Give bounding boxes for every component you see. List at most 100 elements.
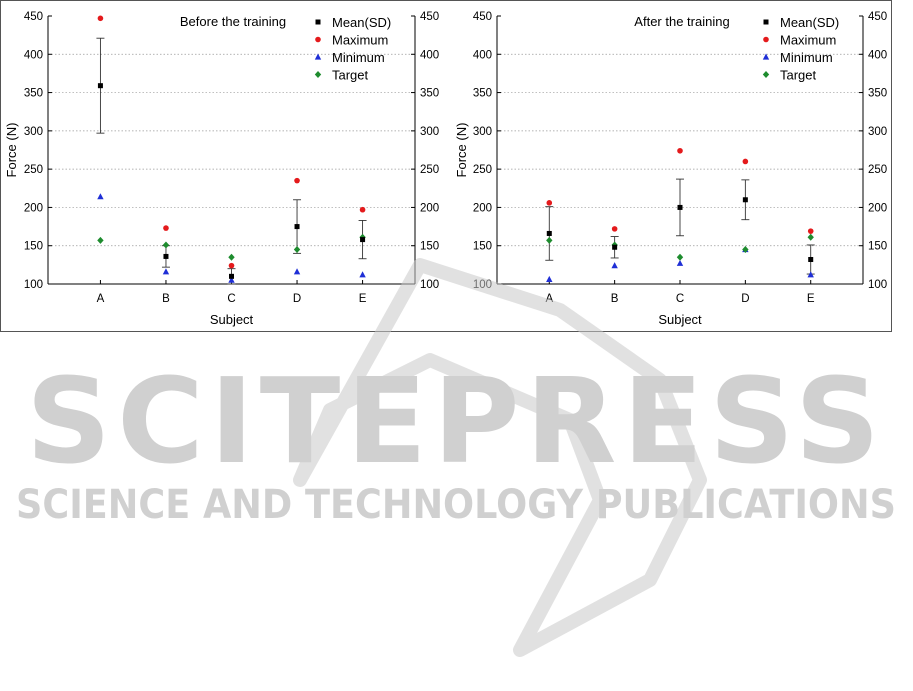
y-tick-label-left: 250: [473, 164, 492, 176]
x-axis-title: Subject: [658, 312, 702, 327]
y-tick-label-right: 200: [420, 202, 439, 214]
legend-label: Maximum: [332, 33, 388, 48]
y-tick-label-right: 200: [868, 202, 887, 214]
y-axis-title: Force (N): [4, 123, 19, 178]
y-tick-label-left: 450: [473, 11, 492, 23]
watermark-subtitle: SCIENCE AND TECHNOLOGY PUBLICATIONS: [16, 482, 896, 528]
y-tick-label-right: 350: [420, 88, 439, 100]
data-point-circle: [359, 206, 366, 213]
y-tick-label-left: 400: [24, 49, 43, 61]
data-point-square: [294, 224, 300, 230]
y-tick-label-right: 450: [868, 11, 887, 23]
data-point-circle: [742, 158, 749, 165]
data-point-circle: [163, 225, 169, 231]
legend-label: Minimum: [780, 50, 833, 65]
data-point-square: [229, 273, 234, 279]
y-tick-label-left: 200: [473, 202, 492, 214]
chart-title: After the training: [634, 14, 729, 29]
x-tick-label: C: [227, 293, 235, 305]
y-tick-label-right: 100: [868, 279, 887, 291]
data-point-square: [677, 204, 683, 210]
y-tick-label-right: 150: [420, 241, 439, 253]
x-tick-label: D: [293, 293, 301, 305]
y-tick-label-left: 300: [473, 126, 492, 138]
data-point-triangle: [546, 275, 553, 283]
x-tick-label: B: [162, 293, 170, 305]
data-point-square: [808, 256, 814, 262]
data-point-diamond: [676, 253, 684, 261]
legend-label: Maximum: [780, 33, 836, 48]
legend-marker-diamond: [314, 71, 322, 78]
figure-border: [0, 0, 892, 332]
legend-marker-circle: [315, 36, 321, 43]
watermark-title: SCITEPRESS: [26, 352, 886, 490]
x-tick-label: A: [97, 293, 105, 305]
watermark-logo-shape: [293, 258, 707, 657]
data-point-circle: [677, 147, 683, 154]
legend-marker-square: [763, 19, 769, 25]
data-point-circle: [294, 177, 300, 184]
y-tick-label-right: 300: [868, 126, 887, 138]
data-point-circle: [611, 226, 618, 232]
x-tick-label: C: [676, 293, 684, 305]
y-tick-label-left: 350: [473, 88, 492, 100]
y-tick-label-right: 350: [868, 88, 887, 100]
legend-marker-circle: [763, 36, 769, 43]
y-tick-label-right: 300: [420, 126, 439, 138]
legend-label: Minimum: [332, 50, 385, 65]
legend-marker-triangle: [762, 53, 770, 60]
y-tick-label-right: 150: [868, 241, 887, 253]
legend-marker-triangle: [314, 53, 322, 60]
y-tick-label-right: 250: [420, 164, 439, 176]
data-point-triangle: [97, 193, 104, 200]
x-tick-label: D: [741, 293, 749, 305]
y-tick-label-right: 400: [420, 49, 439, 61]
data-point-circle: [228, 262, 235, 269]
data-point-square: [163, 253, 169, 259]
x-tick-label: B: [611, 293, 619, 305]
data-point-diamond: [162, 241, 170, 249]
y-tick-label-left: 350: [24, 88, 43, 100]
chart-title: Before the training: [180, 14, 286, 29]
data-point-diamond: [546, 236, 553, 244]
data-point-triangle: [162, 268, 170, 275]
y-tick-label-left: 300: [24, 126, 43, 138]
data-point-circle: [807, 228, 814, 234]
x-tick-label: A: [545, 293, 553, 305]
y-tick-label-right: 450: [420, 11, 439, 23]
y-tick-label-left: 200: [24, 202, 43, 214]
data-point-triangle: [611, 262, 618, 269]
data-point-triangle: [293, 268, 301, 275]
chart-before-training: 100 100 150 150 200 200 250 250 300 300 350 350 400 4…: [4, 11, 439, 327]
legend-label: Target: [332, 68, 369, 83]
x-axis-title: Subject: [210, 312, 254, 327]
y-tick-label-left: 100: [24, 279, 43, 291]
x-tick-label: E: [807, 293, 815, 305]
data-point-diamond: [293, 246, 301, 254]
data-point-square: [546, 230, 552, 236]
y-tick-label-left: 450: [24, 11, 43, 23]
y-tick-label-right: 100: [420, 279, 439, 291]
legend-label: Mean(SD): [780, 15, 839, 30]
data-point-triangle: [807, 271, 814, 278]
data-point-diamond: [97, 236, 104, 244]
y-axis-title: Force (N): [454, 123, 469, 178]
y-tick-label-left: 250: [24, 164, 43, 176]
data-point-triangle: [359, 271, 366, 278]
y-tick-label-right: 250: [868, 164, 887, 176]
watermark: SCITEPRESS SCIENCE AND TECHNOLOGY PUBLIC…: [16, 258, 896, 657]
data-point-triangle: [676, 259, 684, 266]
y-tick-label-left: 150: [24, 241, 43, 253]
data-point-circle: [546, 200, 553, 206]
y-tick-label-right: 400: [868, 49, 887, 61]
data-point-diamond: [228, 253, 235, 261]
data-point-square: [612, 244, 618, 250]
data-point-triangle: [228, 276, 235, 283]
legend-label: Target: [780, 68, 817, 83]
x-tick-label: E: [359, 293, 367, 305]
data-point-square: [97, 83, 103, 89]
y-tick-label-left: 400: [473, 49, 492, 61]
data-point-square: [742, 197, 748, 203]
